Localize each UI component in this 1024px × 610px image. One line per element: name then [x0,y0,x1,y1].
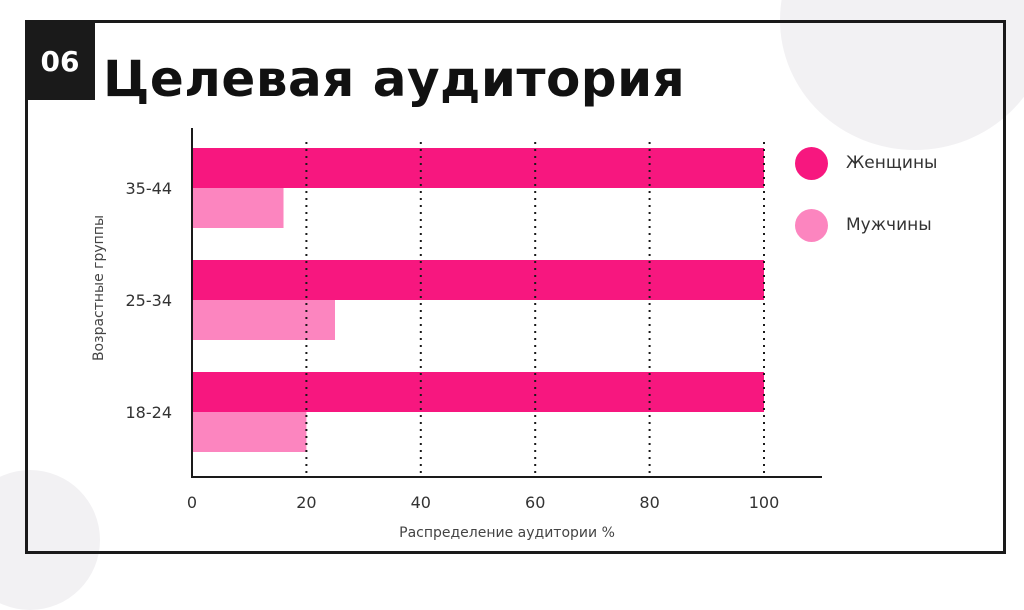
x-tick-label-20: 20 [296,493,316,512]
x-tick-label-100: 100 [749,493,780,512]
slide-title: Целевая аудитория [103,50,686,108]
chart-legend: Женщины Мужчины [795,146,937,270]
slide-number-badge: 06 [25,22,95,100]
legend-label-men: Мужчины [846,215,932,235]
x-tick-label-0: 0 [187,493,197,512]
x-tick-label-60: 60 [525,493,545,512]
legend-swatch-men [795,208,828,242]
bar-men-18-24 [192,412,307,452]
x-tick-label-80: 80 [639,493,659,512]
bar-women-35-44 [192,148,764,188]
legend-swatch-women [795,146,828,180]
legend-label-women: Женщины [846,153,938,173]
slide-frame [25,20,1006,554]
x-axis-title: Распределение аудитории % [399,525,615,541]
bar-women-25-34 [192,260,764,300]
bar-women-18-24 [192,372,764,412]
y-tick-label-18-24: 18-24 [126,403,173,422]
bar-chart: 0 20 40 60 80 100 35-44 25-34 18-24 Распределение… [91,128,822,541]
legend-item-men: Мужчины [795,208,937,242]
legend-item-women: Женщины [795,146,937,180]
y-tick-label-25-34: 25-34 [126,291,173,310]
x-tick-label-40: 40 [411,493,431,512]
bar-men-35-44 [192,188,284,228]
y-axis-title: Возрастные группы [91,215,107,361]
bar-men-25-34 [192,300,335,340]
y-tick-label-35-44: 35-44 [126,179,173,198]
